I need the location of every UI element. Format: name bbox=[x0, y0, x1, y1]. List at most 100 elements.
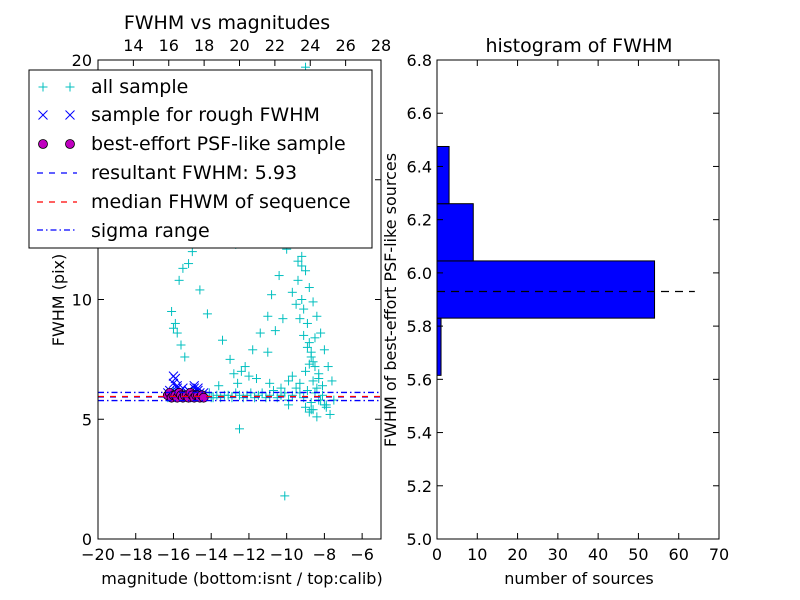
legend-marker-point bbox=[38, 82, 48, 92]
scatter-x-tick-label: −16 bbox=[157, 545, 191, 564]
data-point-series-0 bbox=[233, 378, 243, 388]
data-point-series-0 bbox=[176, 340, 186, 350]
legend-label-psf-like: best-effort PSF-like sample bbox=[91, 133, 346, 155]
data-point-series-1 bbox=[168, 371, 179, 381]
histogram-x-tick-label: 50 bbox=[628, 545, 648, 564]
histogram-x-tick-label: 60 bbox=[669, 545, 689, 564]
histogram-panel: 0 10 20 30 40 50 60 70 5.0 5.2 5.4 5.6 5.8 6.0 6.2 6.4 6… bbox=[381, 35, 729, 588]
histogram-y-tick-label: 5.0 bbox=[407, 530, 432, 549]
data-point-series-0 bbox=[250, 393, 260, 403]
legend-label-median-fwhm: median FHWM of sequence bbox=[91, 191, 351, 213]
histogram-xlabel: number of sources bbox=[504, 569, 654, 588]
data-point-series-0 bbox=[310, 362, 320, 372]
data-point-series-0 bbox=[316, 328, 326, 338]
scatter-y-tick-label: 20 bbox=[72, 51, 92, 70]
legend-marker-point bbox=[65, 110, 75, 120]
legend-label-all-sample: all sample bbox=[91, 76, 188, 98]
legend-label-sigma-range: sigma range bbox=[91, 220, 210, 242]
scatter-x-tick-label: −12 bbox=[232, 545, 266, 564]
data-point-series-0 bbox=[195, 285, 205, 295]
data-point-series-0 bbox=[223, 390, 233, 400]
legend-entry-psf-like: best-effort PSF-like sample bbox=[38, 133, 346, 155]
histogram-bar bbox=[436, 317, 442, 376]
data-point-series-0 bbox=[276, 383, 286, 393]
histogram-y-tick-label: 6.8 bbox=[407, 51, 432, 70]
data-point-series-0 bbox=[301, 266, 311, 276]
legend-marker-all-sample bbox=[38, 82, 75, 92]
data-point-series-0 bbox=[325, 409, 335, 419]
data-point-series-0 bbox=[293, 256, 303, 266]
histogram-x-tick-label: 0 bbox=[432, 545, 442, 564]
scatter-top-tick-label: 24 bbox=[300, 36, 320, 55]
legend-marker-point bbox=[65, 139, 75, 149]
histogram-bar bbox=[436, 260, 656, 319]
histogram-y-tick-label: 5.2 bbox=[407, 477, 432, 496]
scatter-top-tick-label: 22 bbox=[265, 36, 285, 55]
data-point-series-0 bbox=[251, 374, 261, 384]
scatter-top-tick-label: 16 bbox=[159, 36, 179, 55]
data-point-series-0 bbox=[218, 335, 228, 345]
data-point-series-0 bbox=[284, 400, 294, 410]
data-point-series-0 bbox=[308, 297, 318, 307]
scatter-panel: −20 −18 −16 −14 −12 −10 −8 −6 14 16 18 20 22 24 26 28 0 5… bbox=[28, 12, 392, 588]
data-point-series-0 bbox=[293, 275, 303, 285]
legend-frame bbox=[28, 69, 373, 249]
data-point-series-1-b bbox=[168, 371, 179, 381]
data-point-series-0 bbox=[301, 366, 311, 376]
legend-marker-point bbox=[38, 139, 48, 149]
data-point-series-0 bbox=[319, 400, 329, 410]
histogram-x-tick-label: 10 bbox=[467, 545, 487, 564]
data-point-series-0 bbox=[170, 318, 180, 328]
data-point-series-0 bbox=[312, 311, 322, 321]
data-point-series-0 bbox=[167, 306, 177, 316]
data-point-series-0 bbox=[225, 354, 235, 364]
scatter-ylabel: FWHM (pix) bbox=[49, 254, 68, 347]
histogram-axes-frame bbox=[436, 59, 720, 540]
data-point-series-0 bbox=[263, 347, 273, 357]
data-point-series-0 bbox=[306, 347, 316, 357]
data-point-series-0 bbox=[304, 338, 314, 348]
data-point-series-0 bbox=[240, 362, 250, 372]
data-point-series-0 bbox=[278, 314, 288, 324]
scatter-y-tick-label: 10 bbox=[72, 291, 92, 310]
data-point-series-0 bbox=[248, 345, 258, 355]
scatter-top-tick-label: 28 bbox=[371, 36, 391, 55]
data-point-series-0 bbox=[268, 386, 278, 396]
data-point-series-0 bbox=[280, 491, 290, 501]
data-point-series-0 bbox=[236, 366, 246, 376]
legend-marker-point-b bbox=[65, 110, 75, 120]
data-point-series-0 bbox=[174, 275, 184, 285]
legend-marker-point bbox=[65, 82, 75, 92]
histogram-y-tick-label: 5.6 bbox=[407, 370, 432, 389]
scatter-x-tick-label: −18 bbox=[119, 545, 153, 564]
histogram-ticks: 0 10 20 30 40 50 60 70 5.0 5.2 5.4 5.6 5.8 6.0 6.2 6.4 6… bbox=[407, 51, 730, 564]
data-point-series-0 bbox=[178, 263, 188, 273]
data-point-series-0 bbox=[327, 376, 337, 386]
legend-entry-sigma-range: sigma range bbox=[37, 220, 210, 242]
legend-marker-psf-like bbox=[38, 139, 75, 149]
scatter-ticks: −20 −18 −16 −14 −12 −10 −8 −6 14 16 18 20 22 24 26 28 0 5… bbox=[72, 36, 392, 564]
data-point-series-0 bbox=[319, 345, 329, 355]
scatter-x-tick-label: −20 bbox=[81, 545, 115, 564]
histogram-title: histogram of FWHM bbox=[485, 35, 672, 57]
legend-marker-point-b bbox=[38, 110, 48, 120]
legend-label-rough-fwhm: sample for rough FWHM bbox=[91, 104, 320, 126]
histogram-x-tick-label: 40 bbox=[588, 545, 608, 564]
histogram-y-tick-label: 6.4 bbox=[407, 157, 432, 176]
data-point-series-0 bbox=[312, 412, 322, 422]
scatter-y-tick-label: 5 bbox=[82, 410, 92, 429]
data-point-series-0 bbox=[244, 371, 254, 381]
scatter-x-tick-label: −6 bbox=[350, 545, 374, 564]
scatter-top-tick-label: 18 bbox=[194, 36, 214, 55]
data-point-series-0 bbox=[287, 287, 297, 297]
data-point-series-0 bbox=[299, 304, 309, 314]
scatter-x-tick-label: −8 bbox=[313, 545, 337, 564]
data-point-series-0 bbox=[304, 407, 314, 417]
data-point-series-0 bbox=[301, 402, 311, 412]
data-point-series-0 bbox=[291, 299, 301, 309]
scatter-top-tick-label: 14 bbox=[123, 36, 143, 55]
data-point-series-0 bbox=[263, 311, 273, 321]
data-point-series-0 bbox=[323, 362, 333, 372]
